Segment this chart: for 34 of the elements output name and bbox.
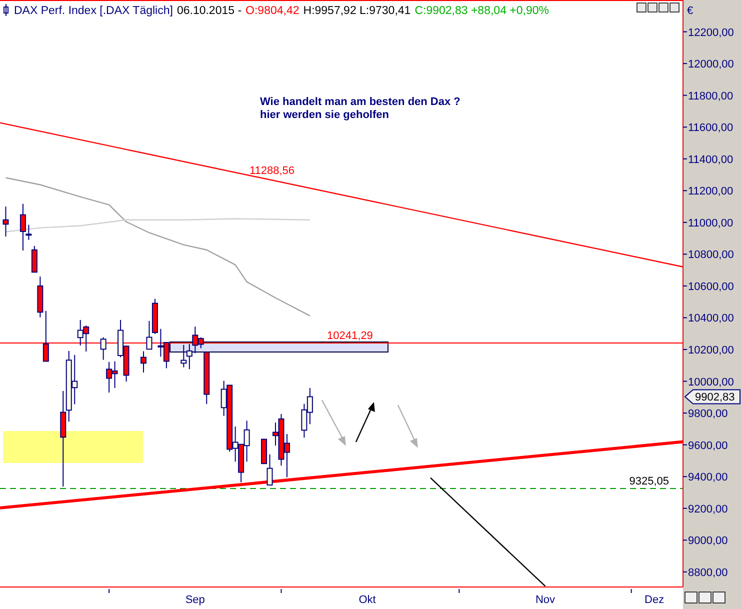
y-tick-label: 9600,00 — [688, 440, 728, 452]
y-tick-label: 11800,00 — [688, 90, 734, 102]
y-tick-label: 9400,00 — [688, 472, 728, 484]
y-tick-label: 11400,00 — [688, 154, 734, 166]
y-tick-label: 12000,00 — [688, 58, 734, 71]
ref-line-label: 9325,05 — [629, 475, 669, 488]
y-tick-label: 9200,00 — [688, 503, 728, 516]
annotation: O:9804,42 — [246, 5, 300, 17]
y-tick-label: 10800,00 — [688, 249, 734, 262]
y-tick-label: 8800,00 — [688, 566, 728, 579]
y-tick-label: 10600,00 — [688, 280, 734, 293]
text: € — [687, 5, 694, 17]
y-tick-label: 11600,00 — [688, 122, 734, 134]
annotation: hier werden sie geholfen — [260, 109, 390, 121]
y-tick-label: 11200,00 — [688, 186, 734, 198]
y-tick-label: 12200,00 — [688, 26, 734, 39]
y-tick-label: 11000,00 — [688, 217, 734, 230]
y-tick-label: 10200,00 — [688, 344, 734, 356]
chart-subtitle: 06.10.2015 - — [176, 5, 242, 17]
y-tick-label: 9800,00 — [688, 408, 728, 420]
annotation: C:9902,83 +88,04 +0,90% — [414, 5, 549, 17]
annotation: Wie handelt man am besten den Dax ? — [260, 96, 461, 108]
x-tick-label: Dez — [644, 594, 664, 606]
chart-title: DAX Perf. Index [.DAX Täglich] — [14, 5, 173, 17]
x-tick-label: Sep — [185, 594, 205, 606]
x-tick-label: Okt — [358, 594, 376, 606]
x-tick-label: Nov — [535, 594, 556, 606]
annotation: H:9957,92 L:9730,41 — [303, 5, 411, 17]
annotation: 11288,56 — [249, 165, 295, 177]
y-tick-label: 10000,00 — [688, 376, 734, 388]
y-tick-label: 10400,00 — [688, 312, 734, 325]
ref-line-label: 10241,29 — [327, 330, 373, 342]
text: 9902,83 — [695, 392, 735, 404]
y-tick-label: 9000,00 — [688, 535, 728, 548]
